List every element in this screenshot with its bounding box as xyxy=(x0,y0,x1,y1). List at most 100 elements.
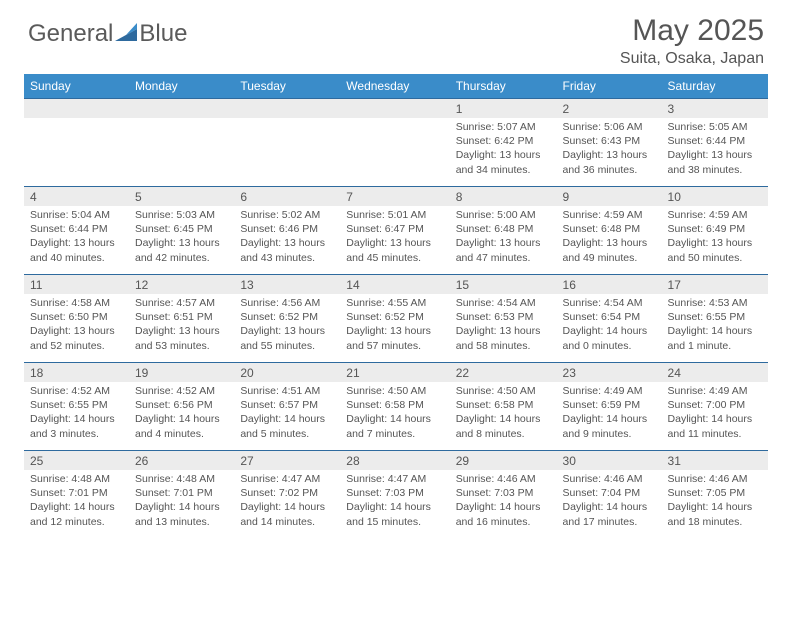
sunrise-text: Sunrise: 4:59 AM xyxy=(563,208,656,222)
daylight-text: Daylight: 14 hours and 5 minutes. xyxy=(240,412,334,440)
sunrise-text: Sunrise: 5:00 AM xyxy=(456,208,551,222)
day-cell: Sunrise: 4:51 AMSunset: 6:57 PMDaylight:… xyxy=(234,382,340,451)
sunset-text: Sunset: 6:49 PM xyxy=(668,222,762,236)
day-number: 1 xyxy=(450,99,557,119)
sunset-text: Sunset: 6:42 PM xyxy=(456,134,551,148)
day-cell xyxy=(340,118,449,187)
daylight-text: Daylight: 13 hours and 49 minutes. xyxy=(563,236,656,264)
sunset-text: Sunset: 7:02 PM xyxy=(240,486,334,500)
weekday-header: Tuesday xyxy=(234,74,340,99)
sunrise-text: Sunrise: 4:54 AM xyxy=(563,296,656,310)
daylight-text: Daylight: 14 hours and 16 minutes. xyxy=(456,500,551,528)
daynum-row: 18192021222324 xyxy=(24,363,768,383)
day-cell: Sunrise: 4:56 AMSunset: 6:52 PMDaylight:… xyxy=(234,294,340,363)
day-cell: Sunrise: 5:07 AMSunset: 6:42 PMDaylight:… xyxy=(450,118,557,187)
sunset-text: Sunset: 6:52 PM xyxy=(346,310,443,324)
sunset-text: Sunset: 6:44 PM xyxy=(668,134,762,148)
day-cell: Sunrise: 5:04 AMSunset: 6:44 PMDaylight:… xyxy=(24,206,129,275)
daylight-text: Daylight: 14 hours and 14 minutes. xyxy=(240,500,334,528)
day-number: 30 xyxy=(557,451,662,471)
day-number xyxy=(234,99,340,119)
daylight-text: Daylight: 13 hours and 45 minutes. xyxy=(346,236,443,264)
day-number: 6 xyxy=(234,187,340,207)
day-number: 20 xyxy=(234,363,340,383)
daylight-text: Daylight: 14 hours and 7 minutes. xyxy=(346,412,443,440)
sunrise-text: Sunrise: 4:52 AM xyxy=(135,384,228,398)
sunrise-text: Sunrise: 4:50 AM xyxy=(456,384,551,398)
sunset-text: Sunset: 6:46 PM xyxy=(240,222,334,236)
daylight-text: Daylight: 13 hours and 40 minutes. xyxy=(30,236,123,264)
day-cell: Sunrise: 4:59 AMSunset: 6:48 PMDaylight:… xyxy=(557,206,662,275)
sunrise-text: Sunrise: 4:51 AM xyxy=(240,384,334,398)
day-cell: Sunrise: 5:06 AMSunset: 6:43 PMDaylight:… xyxy=(557,118,662,187)
header: General Blue May 2025 Suita, Osaka, Japa… xyxy=(0,14,792,68)
day-cell: Sunrise: 4:48 AMSunset: 7:01 PMDaylight:… xyxy=(24,470,129,538)
day-cell: Sunrise: 4:49 AMSunset: 6:59 PMDaylight:… xyxy=(557,382,662,451)
sunrise-text: Sunrise: 5:01 AM xyxy=(346,208,443,222)
day-number: 9 xyxy=(557,187,662,207)
day-number: 5 xyxy=(129,187,234,207)
daylight-text: Daylight: 13 hours and 36 minutes. xyxy=(563,148,656,176)
weekday-header-row: Sunday Monday Tuesday Wednesday Thursday… xyxy=(24,74,768,99)
day-cell: Sunrise: 4:52 AMSunset: 6:56 PMDaylight:… xyxy=(129,382,234,451)
daylight-text: Daylight: 14 hours and 4 minutes. xyxy=(135,412,228,440)
daylight-text: Daylight: 13 hours and 58 minutes. xyxy=(456,324,551,352)
sunset-text: Sunset: 6:56 PM xyxy=(135,398,228,412)
daylight-text: Daylight: 13 hours and 43 minutes. xyxy=(240,236,334,264)
weekday-header: Thursday xyxy=(450,74,557,99)
sunrise-text: Sunrise: 4:59 AM xyxy=(668,208,762,222)
daynum-row: 123 xyxy=(24,99,768,119)
sunrise-text: Sunrise: 5:06 AM xyxy=(563,120,656,134)
calendar-table: Sunday Monday Tuesday Wednesday Thursday… xyxy=(24,74,768,538)
daylight-text: Daylight: 13 hours and 55 minutes. xyxy=(240,324,334,352)
day-cell: Sunrise: 4:47 AMSunset: 7:02 PMDaylight:… xyxy=(234,470,340,538)
sunset-text: Sunset: 7:05 PM xyxy=(668,486,762,500)
weekday-header: Monday xyxy=(129,74,234,99)
day-number xyxy=(340,99,449,119)
day-number: 4 xyxy=(24,187,129,207)
day-number: 15 xyxy=(450,275,557,295)
day-cell: Sunrise: 4:50 AMSunset: 6:58 PMDaylight:… xyxy=(340,382,449,451)
sunrise-text: Sunrise: 5:03 AM xyxy=(135,208,228,222)
daynum-row: 25262728293031 xyxy=(24,451,768,471)
day-number: 28 xyxy=(340,451,449,471)
month-title: May 2025 xyxy=(620,14,764,48)
sunrise-text: Sunrise: 4:48 AM xyxy=(135,472,228,486)
day-cell: Sunrise: 4:50 AMSunset: 6:58 PMDaylight:… xyxy=(450,382,557,451)
sunset-text: Sunset: 7:01 PM xyxy=(30,486,123,500)
sunset-text: Sunset: 6:51 PM xyxy=(135,310,228,324)
sunrise-text: Sunrise: 4:55 AM xyxy=(346,296,443,310)
day-number: 11 xyxy=(24,275,129,295)
sunrise-text: Sunrise: 4:46 AM xyxy=(563,472,656,486)
daylight-text: Daylight: 14 hours and 18 minutes. xyxy=(668,500,762,528)
daylight-text: Daylight: 14 hours and 9 minutes. xyxy=(563,412,656,440)
day-number xyxy=(24,99,129,119)
sunset-text: Sunset: 6:59 PM xyxy=(563,398,656,412)
day-cell: Sunrise: 4:58 AMSunset: 6:50 PMDaylight:… xyxy=(24,294,129,363)
sunset-text: Sunset: 7:03 PM xyxy=(346,486,443,500)
day-number: 21 xyxy=(340,363,449,383)
day-number: 7 xyxy=(340,187,449,207)
sunrise-text: Sunrise: 5:05 AM xyxy=(668,120,762,134)
day-cell: Sunrise: 4:52 AMSunset: 6:55 PMDaylight:… xyxy=(24,382,129,451)
day-cell: Sunrise: 4:46 AMSunset: 7:04 PMDaylight:… xyxy=(557,470,662,538)
sunrise-text: Sunrise: 4:46 AM xyxy=(456,472,551,486)
day-cell: Sunrise: 5:02 AMSunset: 6:46 PMDaylight:… xyxy=(234,206,340,275)
day-cell xyxy=(234,118,340,187)
sunset-text: Sunset: 6:43 PM xyxy=(563,134,656,148)
sunrise-text: Sunrise: 4:49 AM xyxy=(563,384,656,398)
logo-icon xyxy=(115,20,137,48)
sunset-text: Sunset: 6:55 PM xyxy=(668,310,762,324)
sunset-text: Sunset: 7:00 PM xyxy=(668,398,762,412)
daylight-text: Daylight: 13 hours and 52 minutes. xyxy=(30,324,123,352)
day-number: 12 xyxy=(129,275,234,295)
day-cell: Sunrise: 4:46 AMSunset: 7:03 PMDaylight:… xyxy=(450,470,557,538)
day-number: 17 xyxy=(662,275,768,295)
sunrise-text: Sunrise: 5:02 AM xyxy=(240,208,334,222)
day-number: 29 xyxy=(450,451,557,471)
daylight-text: Daylight: 14 hours and 11 minutes. xyxy=(668,412,762,440)
daylight-text: Daylight: 13 hours and 34 minutes. xyxy=(456,148,551,176)
daylight-text: Daylight: 13 hours and 50 minutes. xyxy=(668,236,762,264)
daynum-row: 45678910 xyxy=(24,187,768,207)
weekday-header: Saturday xyxy=(662,74,768,99)
